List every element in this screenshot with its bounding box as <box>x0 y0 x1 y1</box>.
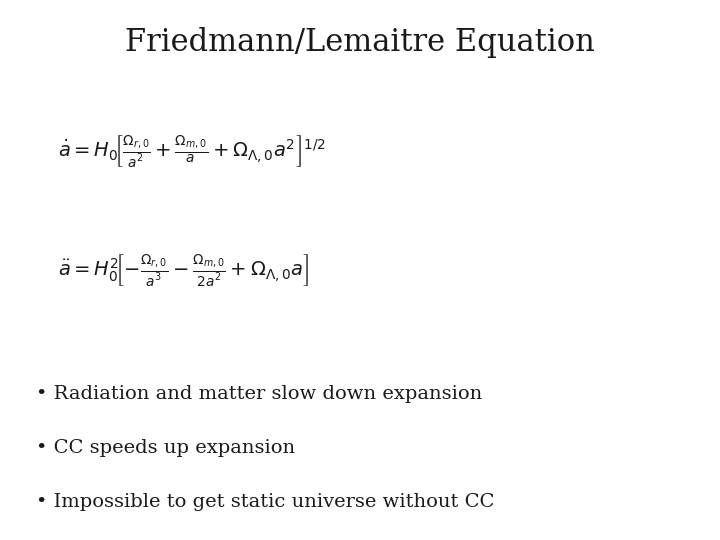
Text: • Radiation and matter slow down expansion: • Radiation and matter slow down expansi… <box>36 385 482 403</box>
Text: • CC speeds up expansion: • CC speeds up expansion <box>36 439 295 457</box>
Text: $\ddot{a}= H_0^2\!\left[-\frac{\Omega_{r,0}}{a^3}-\frac{\Omega_{m,0}}{2a^2}+\Ome: $\ddot{a}= H_0^2\!\left[-\frac{\Omega_{r… <box>58 252 309 288</box>
Text: • Impossible to get static universe without CC: • Impossible to get static universe with… <box>36 493 495 511</box>
Text: Friedmann/Lemaitre Equation: Friedmann/Lemaitre Equation <box>125 27 595 58</box>
Text: $\dot{a}= H_0\!\left[\frac{\Omega_{r,0}}{a^2}+\frac{\Omega_{m,0}}{a}+\Omega_{\La: $\dot{a}= H_0\!\left[\frac{\Omega_{r,0}}… <box>58 133 325 169</box>
